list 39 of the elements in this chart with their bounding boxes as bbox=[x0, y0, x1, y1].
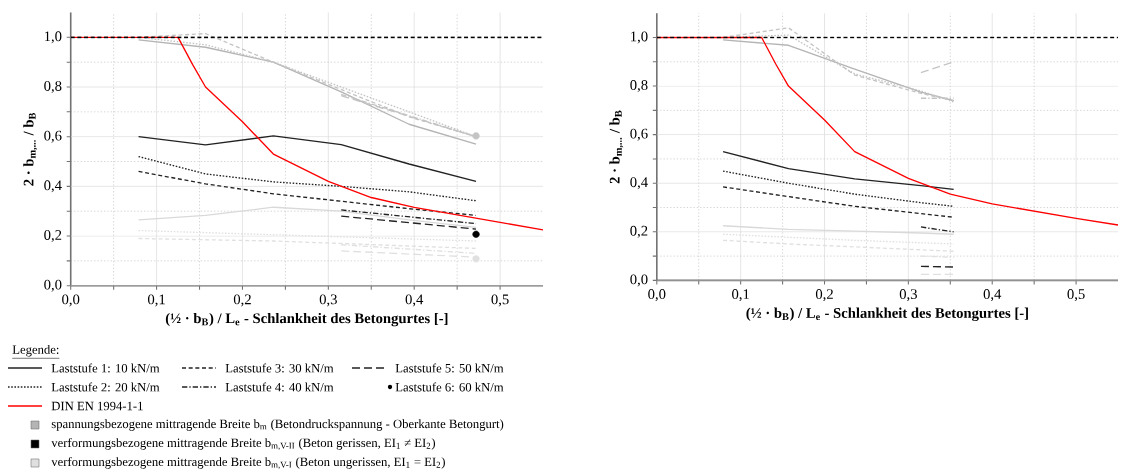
legend-label: DIN EN 1994-1-1 bbox=[51, 401, 143, 411]
x-tick-label: 0,2 bbox=[815, 289, 833, 302]
x-tick-label: 0,4 bbox=[983, 289, 1002, 302]
legend-label: Laststufe 6: 60 kN/m bbox=[395, 382, 504, 392]
y-tick-label: 0,2 bbox=[44, 230, 62, 243]
y-tick-label: 0,8 bbox=[630, 80, 648, 93]
y-tick-label: 0,2 bbox=[630, 225, 648, 238]
y-tick-label: 0,6 bbox=[630, 128, 648, 141]
x-tick-label: 0,3 bbox=[899, 289, 917, 302]
x-tick-label: 0,0 bbox=[62, 294, 80, 307]
legend-label: spannungsbezogene mittragende Breite b$_{m}$ (Betondruckspannung - Oberkante Betongurt) bbox=[51, 419, 504, 431]
x-axis-title: (½ · b$_{B}$) / L$_{e}$ - Schlankheit des Betongurtes [-] bbox=[746, 307, 1028, 322]
y-tick-label: 0,8 bbox=[44, 81, 62, 94]
legend-label: verformungsbezogene mittragende Breite b$_{m,V-I}$ (Beton ungerissen, EI$_{1}$ = EI$_{2}$) bbox=[51, 457, 445, 469]
x-tick-label: 0,3 bbox=[319, 294, 337, 307]
y-tick-label: 1,0 bbox=[44, 31, 62, 44]
x-tick-label: 0,1 bbox=[147, 294, 165, 307]
y-tick-label: 0,6 bbox=[44, 130, 62, 143]
y-axis-title: 2 · b$_{m,...}$ / b$_{B}$ bbox=[609, 110, 624, 184]
x-tick-label: 0,5 bbox=[491, 294, 509, 307]
x-axis-title: (½ · b$_{B}$) / L$_{e}$ - Schlankheit des Betongurtes [-] bbox=[165, 312, 448, 327]
x-tick-label: 0,2 bbox=[233, 294, 251, 307]
x-tick-label: 0,0 bbox=[648, 289, 666, 302]
y-tick-label: 1,0 bbox=[631, 31, 648, 44]
legend-label: Laststufe 1: 10 kN/m bbox=[51, 363, 160, 373]
y-axis-title: 2 · b$_{m,...}$ / b$_{B}$ bbox=[23, 112, 38, 186]
x-tick-label: 0,5 bbox=[1067, 289, 1085, 302]
x-tick-label: 0,4 bbox=[405, 294, 424, 307]
x-tick-label: 0,1 bbox=[732, 289, 749, 302]
legend-label: verformungsbezogene mittragende Breite b$_{m,V-II}$ (Beton gerissen, EI$_{1}$ ≠ EI$_{2}$) bbox=[51, 438, 436, 450]
legend-label: Laststufe 2: 20 kN/m bbox=[51, 382, 160, 392]
y-tick-label: 0,4 bbox=[630, 177, 648, 190]
legend-label: Laststufe 4: 40 kN/m bbox=[225, 382, 334, 392]
y-tick-label: 0,0 bbox=[44, 279, 62, 292]
legend-label: Laststufe 3: 30 kN/m bbox=[225, 363, 334, 373]
y-tick-label: 0,0 bbox=[630, 274, 648, 287]
legend-title: Legende: bbox=[12, 344, 59, 357]
legend-label: Laststufe 5: 50 kN/m bbox=[395, 363, 504, 373]
y-tick-label: 0,4 bbox=[44, 180, 62, 193]
